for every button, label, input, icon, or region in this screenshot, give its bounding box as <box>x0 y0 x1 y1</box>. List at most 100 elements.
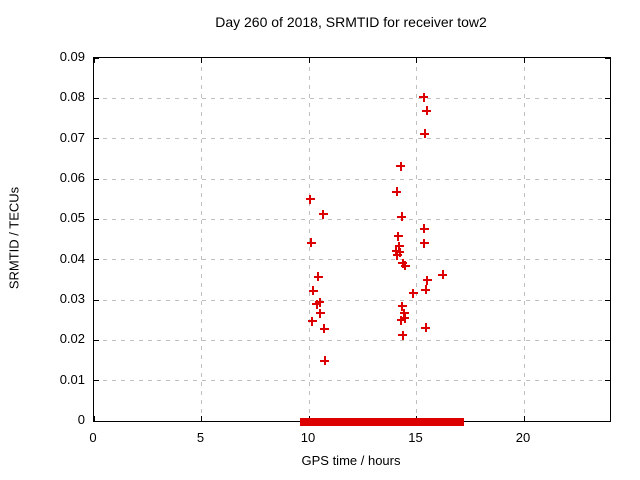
data-point-marker <box>320 356 330 365</box>
x-tick-label: 0 <box>89 430 97 445</box>
x-tick-mark <box>308 58 310 63</box>
data-point-marker <box>393 231 403 241</box>
data-point-marker <box>421 323 431 333</box>
x-tick-mark <box>201 416 202 421</box>
data-point-marker <box>391 246 401 256</box>
y-tick-mark <box>94 259 99 261</box>
y-tick-mark <box>94 178 99 180</box>
y-tick-label: 0.07 <box>59 129 85 145</box>
data-point-marker <box>422 275 432 285</box>
x-tick-mark <box>93 58 95 63</box>
y-tick-label: 0.09 <box>59 49 85 64</box>
y-gridline <box>94 97 610 99</box>
x-axis-label: GPS time / hours <box>301 453 401 468</box>
y-tick-mark <box>94 380 99 382</box>
y-tick-label: 0.02 <box>59 331 85 347</box>
data-point-marker <box>392 250 402 260</box>
zero-band-segment <box>442 417 465 426</box>
data-point-marker <box>319 324 329 334</box>
zero-band-segment <box>408 417 443 426</box>
data-point-marker <box>420 129 430 139</box>
x-tick-label: 20 <box>515 430 531 445</box>
data-point-marker <box>397 301 407 311</box>
zero-band-segment <box>365 417 411 426</box>
data-point-marker <box>396 315 406 325</box>
data-point-marker <box>399 308 409 318</box>
y-tick-mark <box>605 299 610 301</box>
y-gridline <box>94 259 610 261</box>
data-point-marker <box>392 187 402 197</box>
data-point-marker <box>313 272 323 282</box>
data-point-marker <box>422 106 432 116</box>
data-point-marker <box>421 285 431 295</box>
y-tick-mark <box>605 218 610 220</box>
y-gridline <box>94 299 610 301</box>
y-tick-label: 0.03 <box>59 291 85 306</box>
y-tick-mark <box>605 339 610 341</box>
y-tick-label: 0 <box>77 412 85 427</box>
y-axis-label: SRMTID / TECUs <box>6 186 22 290</box>
chart-title: Day 260 of 2018, SRMTID for receiver tow… <box>215 14 487 30</box>
data-point-marker <box>308 286 318 296</box>
y-tick-mark <box>94 299 99 301</box>
data-point-marker <box>306 238 316 248</box>
y-tick-mark <box>605 259 610 261</box>
zero-band-segment <box>311 417 367 426</box>
y-tick-label: 0.05 <box>59 210 85 226</box>
plot-area <box>93 57 611 426</box>
y-gridline <box>94 138 610 140</box>
data-point-marker <box>400 313 410 323</box>
data-point-marker <box>400 261 410 271</box>
y-tick-mark <box>94 339 99 341</box>
data-point-marker <box>419 92 429 102</box>
y-tick-mark <box>94 138 99 140</box>
y-tick-mark <box>94 218 99 220</box>
x-tick-mark <box>523 58 525 63</box>
x-tick-mark <box>201 58 202 63</box>
y-tick-mark <box>605 178 610 180</box>
y-tick-label: 0.06 <box>59 170 85 185</box>
y-gridline <box>94 178 610 180</box>
y-tick-mark <box>94 57 99 59</box>
data-point-marker <box>307 316 317 326</box>
y-gridline <box>94 339 610 341</box>
data-point-marker <box>419 238 429 248</box>
data-point-marker <box>394 241 404 251</box>
x-tick-mark <box>93 416 95 421</box>
y-tick-mark <box>605 420 610 422</box>
y-gridline <box>94 218 610 220</box>
x-tick-mark <box>416 58 417 63</box>
x-gridline <box>416 58 417 421</box>
data-point-marker <box>315 297 325 307</box>
data-point-marker <box>397 212 407 221</box>
data-point-marker <box>419 224 429 234</box>
x-gridline <box>308 58 310 421</box>
y-tick-mark <box>605 380 610 382</box>
data-point-marker <box>438 270 448 280</box>
data-point-marker <box>398 258 408 268</box>
y-tick-label: 0.04 <box>59 250 85 266</box>
data-point-marker <box>395 247 405 257</box>
zero-band-segment <box>299 417 314 426</box>
x-tick-mark <box>523 416 525 421</box>
data-point-marker <box>315 308 325 318</box>
y-tick-label: 0.08 <box>59 89 85 105</box>
x-tick-label: 5 <box>196 430 205 445</box>
data-point-marker <box>305 194 315 204</box>
data-point-marker <box>312 299 322 309</box>
y-tick-mark <box>94 420 99 422</box>
data-point-marker <box>318 209 328 219</box>
y-tick-mark <box>94 97 99 99</box>
y-tick-label: 0.01 <box>59 371 85 387</box>
x-gridline <box>201 58 202 421</box>
x-tick-label: 15 <box>408 430 423 445</box>
y-tick-mark <box>605 138 610 140</box>
y-tick-mark <box>605 97 610 99</box>
x-gridline <box>523 58 525 421</box>
data-point-marker <box>396 161 406 171</box>
y-gridline <box>94 380 610 382</box>
data-point-marker <box>408 288 418 298</box>
x-tick-label: 10 <box>300 430 316 445</box>
data-point-marker <box>398 330 408 340</box>
